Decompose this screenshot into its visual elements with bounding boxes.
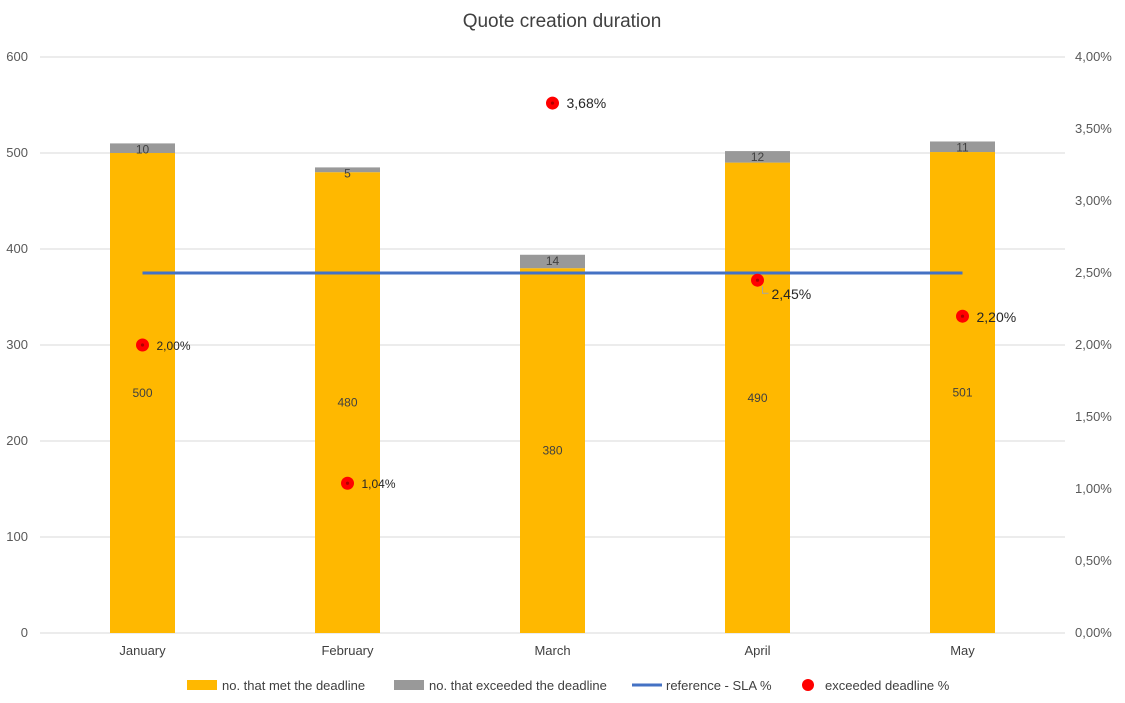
exceeded-pct-marker-center <box>755 278 760 282</box>
exceeded-pct-data-label: 1,04% <box>362 477 396 491</box>
legend-label-met: no. that met the deadline <box>222 678 365 693</box>
y2-axis-tick-label: 1,50% <box>1075 409 1112 424</box>
x-axis-category-label: January <box>119 643 166 658</box>
bar-value-label-met: 380 <box>542 444 562 458</box>
bar-value-label-met: 500 <box>132 386 152 400</box>
bar-value-label-exceeded: 12 <box>751 150 765 164</box>
exceeded-pct-data-label: 2,45% <box>772 286 812 302</box>
bar-exceeded-deadline <box>315 167 380 173</box>
data-label-leader-line <box>762 286 769 294</box>
exceeded-pct-data-label: 2,00% <box>157 339 191 353</box>
bar-value-label-met: 480 <box>337 396 357 410</box>
legend-label-reference: reference - SLA % <box>666 678 772 693</box>
y2-axis-tick-label: 3,00% <box>1075 193 1112 208</box>
chart-title: Quote creation duration <box>463 11 662 32</box>
y2-axis-tick-label: 4,00% <box>1075 49 1112 64</box>
bar-value-label-met: 490 <box>747 391 767 405</box>
y-axis-tick-label: 100 <box>6 529 28 544</box>
y2-axis-tick-label: 3,50% <box>1075 121 1112 136</box>
bar-value-label-exceeded: 11 <box>956 140 969 154</box>
bar-value-label-met: 501 <box>952 386 972 400</box>
legend-label-exceeded: no. that exceeded the deadline <box>429 678 607 693</box>
x-axis-category-label: April <box>744 643 770 658</box>
x-axis-category-label: May <box>950 643 975 658</box>
exceeded-pct-marker-center <box>140 343 145 347</box>
legend-swatch-met <box>187 680 217 690</box>
bar-met-deadline <box>930 152 995 634</box>
bar-value-label-exceeded: 5 <box>344 166 351 180</box>
bar-met-deadline <box>315 172 380 633</box>
bar-met-deadline <box>110 153 175 633</box>
y2-axis-tick-label: 1,00% <box>1075 481 1112 496</box>
bar-exceeded-deadline <box>110 143 175 153</box>
x-axis-category-label: March <box>534 643 570 658</box>
exceeded-pct-data-label: 2,20% <box>977 309 1017 325</box>
y-axis-tick-label: 300 <box>6 337 28 352</box>
bar-met-deadline <box>520 268 585 633</box>
x-axis-category-label: February <box>321 643 374 658</box>
bar-exceeded-deadline <box>930 141 995 153</box>
y-axis-tick-label: 200 <box>6 433 28 448</box>
legend-swatch-exceeded-pct <box>802 679 814 691</box>
bar-exceeded-deadline <box>520 254 585 269</box>
y2-axis-tick-label: 2,00% <box>1075 337 1112 352</box>
y2-axis-tick-label: 2,50% <box>1075 265 1112 280</box>
bar-value-label-exceeded: 10 <box>136 142 150 156</box>
y-axis-tick-label: 500 <box>6 145 28 160</box>
y2-axis-tick-label: 0,00% <box>1075 625 1112 640</box>
bar-met-deadline <box>725 162 790 633</box>
bar-value-label-exceeded: 14 <box>546 254 560 268</box>
y-axis-tick-label: 600 <box>6 49 28 64</box>
legend: no. that met the deadline no. that exceed… <box>187 678 950 693</box>
exceeded-pct-data-label: 3,68% <box>567 95 607 111</box>
legend-label-exceeded-pct: exceeded deadline % <box>825 678 950 693</box>
y2-axis-tick-label: 0,50% <box>1075 553 1112 568</box>
legend-swatch-exceeded <box>394 680 424 690</box>
bar-exceeded-deadline <box>725 151 790 163</box>
y-axis-tick-label: 0 <box>21 625 28 640</box>
y-axis-tick-label: 400 <box>6 241 28 256</box>
exceeded-pct-marker-center <box>960 314 965 318</box>
exceeded-pct-marker-center <box>345 481 350 485</box>
exceeded-pct-marker-center <box>550 101 555 105</box>
